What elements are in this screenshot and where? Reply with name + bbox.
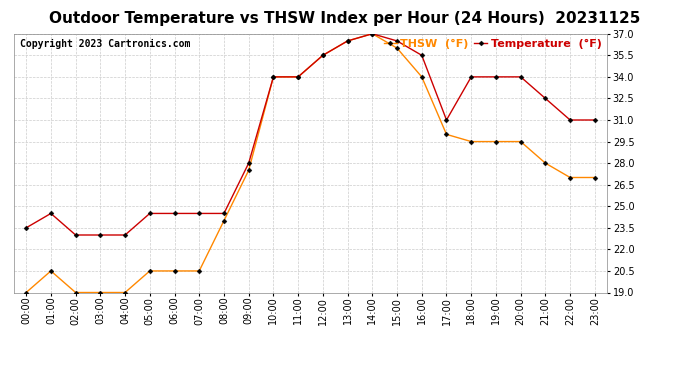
Temperature  (°F) [344, 39, 352, 43]
Temperature  (°F) [368, 32, 377, 36]
Temperature  (°F) [467, 75, 475, 79]
Line: THSW  (°F): THSW (°F) [24, 32, 597, 294]
THSW  (°F) [566, 175, 574, 180]
Text: Outdoor Temperature vs THSW Index per Hour (24 Hours)  20231125: Outdoor Temperature vs THSW Index per Ho… [49, 11, 641, 26]
Temperature  (°F) [22, 226, 30, 230]
Temperature  (°F) [244, 161, 253, 165]
Temperature  (°F) [146, 211, 154, 216]
THSW  (°F) [319, 53, 327, 58]
THSW  (°F) [170, 268, 179, 273]
Legend: THSW  (°F), Temperature  (°F): THSW (°F), Temperature (°F) [384, 39, 602, 50]
Temperature  (°F) [566, 118, 574, 122]
Temperature  (°F) [393, 39, 401, 43]
Temperature  (°F) [72, 233, 80, 237]
THSW  (°F) [195, 268, 204, 273]
Temperature  (°F) [220, 211, 228, 216]
THSW  (°F) [96, 290, 104, 295]
Temperature  (°F) [591, 118, 599, 122]
THSW  (°F) [269, 75, 277, 79]
THSW  (°F) [591, 175, 599, 180]
THSW  (°F) [368, 32, 377, 36]
Line: Temperature  (°F): Temperature (°F) [24, 32, 597, 237]
THSW  (°F) [72, 290, 80, 295]
THSW  (°F) [417, 75, 426, 79]
Temperature  (°F) [47, 211, 55, 216]
Temperature  (°F) [170, 211, 179, 216]
THSW  (°F) [442, 132, 451, 136]
Temperature  (°F) [121, 233, 129, 237]
THSW  (°F) [146, 268, 154, 273]
THSW  (°F) [467, 140, 475, 144]
Temperature  (°F) [492, 75, 500, 79]
Temperature  (°F) [517, 75, 525, 79]
THSW  (°F) [344, 39, 352, 43]
Temperature  (°F) [319, 53, 327, 58]
Temperature  (°F) [417, 53, 426, 58]
Temperature  (°F) [195, 211, 204, 216]
THSW  (°F) [220, 218, 228, 223]
Temperature  (°F) [541, 96, 549, 101]
THSW  (°F) [393, 46, 401, 50]
Text: Copyright 2023 Cartronics.com: Copyright 2023 Cartronics.com [20, 39, 190, 49]
THSW  (°F) [47, 268, 55, 273]
THSW  (°F) [22, 290, 30, 295]
THSW  (°F) [517, 140, 525, 144]
Temperature  (°F) [294, 75, 302, 79]
THSW  (°F) [492, 140, 500, 144]
THSW  (°F) [244, 168, 253, 172]
THSW  (°F) [541, 161, 549, 165]
THSW  (°F) [294, 75, 302, 79]
THSW  (°F) [121, 290, 129, 295]
Temperature  (°F) [269, 75, 277, 79]
Temperature  (°F) [442, 118, 451, 122]
Temperature  (°F) [96, 233, 104, 237]
